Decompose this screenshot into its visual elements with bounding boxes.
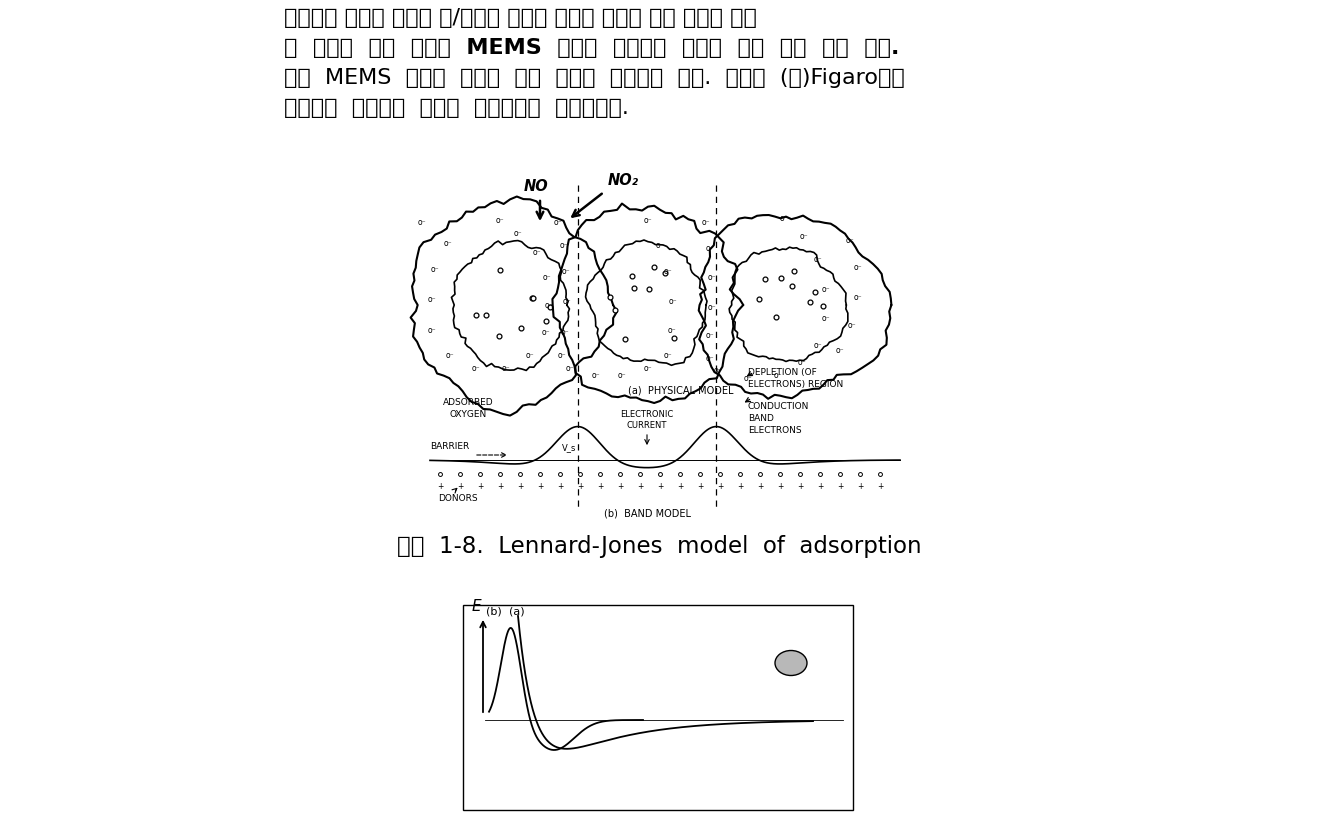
Text: o⁻: o⁻ (592, 371, 600, 380)
Text: (b): (b) (485, 607, 501, 617)
Text: +: + (777, 481, 783, 490)
Text: BARRIER: BARRIER (430, 442, 470, 451)
Text: o⁻: o⁻ (542, 274, 551, 283)
Text: o⁻: o⁻ (644, 216, 653, 224)
Text: o⁻: o⁻ (545, 301, 553, 310)
Text: +: + (696, 481, 703, 490)
Text: o⁻: o⁻ (663, 268, 673, 277)
Text: o⁻: o⁻ (714, 366, 723, 374)
Text: o⁻: o⁻ (774, 371, 782, 380)
Text: o⁻: o⁻ (533, 247, 541, 256)
Text: o⁻: o⁻ (501, 363, 510, 372)
Text: +: + (637, 481, 644, 490)
Text: +: + (617, 481, 623, 490)
Text: o⁻: o⁻ (667, 325, 677, 335)
Text: +: + (836, 481, 843, 490)
Text: +: + (557, 481, 563, 490)
Text: o⁻: o⁻ (562, 268, 570, 277)
Text: o⁻: o⁻ (845, 236, 855, 245)
Text: o⁻: o⁻ (706, 353, 715, 363)
Text: o⁻: o⁻ (836, 345, 844, 354)
Text: o⁻: o⁻ (814, 340, 822, 349)
Text: +: + (797, 481, 803, 490)
Text: o⁻: o⁻ (744, 373, 752, 382)
Text: o⁻: o⁻ (418, 218, 426, 227)
Text: o⁻: o⁻ (561, 327, 570, 336)
Text: o⁻: o⁻ (853, 293, 863, 302)
Bar (463, 605, 853, 810)
Text: DEPLETION (OF
ELECTRONS) REGION: DEPLETION (OF ELECTRONS) REGION (748, 368, 843, 389)
Text: +: + (517, 481, 524, 490)
Text: CONDUCTION
BAND
ELECTRONS: CONDUCTION BAND ELECTRONS (748, 402, 810, 434)
Text: o⁻: o⁻ (443, 238, 452, 247)
Text: o⁻: o⁻ (669, 297, 678, 307)
Text: 반도체적 센지는 외부의 온/습도에 의해서 감도의 영향을 받은 단점이 있지: 반도체적 센지는 외부의 온/습도에 의해서 감도의 영향을 받은 단점이 있지 (284, 8, 757, 28)
Text: o⁻: o⁻ (431, 265, 439, 274)
Text: +: + (456, 481, 463, 490)
Text: +: + (537, 481, 543, 490)
Text: o⁻: o⁻ (563, 297, 571, 307)
Text: o⁻: o⁻ (427, 296, 437, 305)
Text: +: + (857, 481, 863, 490)
Text: 만  단순한  구조  때문에  MEMS  기술을  적용하기  쉽다는  장점  역시  갖고  있다.: 만 단순한 구조 때문에 MEMS 기술을 적용하기 쉽다는 장점 역시 갖고 … (284, 38, 900, 58)
Text: o⁻: o⁻ (853, 264, 863, 273)
Text: o⁻: o⁻ (526, 350, 534, 359)
Text: +: + (576, 481, 583, 490)
Text: +: + (757, 481, 764, 490)
Text: o⁻: o⁻ (566, 363, 574, 372)
Text: NO: NO (524, 179, 549, 194)
Text: o⁻: o⁻ (427, 325, 437, 335)
Text: E: E (471, 599, 481, 614)
Text: o⁻: o⁻ (663, 350, 673, 359)
Text: 그림  1-8.  Lennard-Jones  model  of  adsorption: 그림 1-8. Lennard-Jones model of adsorptio… (397, 535, 921, 558)
Text: o⁻: o⁻ (542, 327, 550, 336)
Text: o⁻: o⁻ (814, 255, 822, 265)
Text: o⁻: o⁻ (446, 350, 454, 359)
Text: +: + (716, 481, 723, 490)
Text: +: + (497, 481, 503, 490)
Text: o⁻: o⁻ (798, 358, 806, 367)
Text: o⁻: o⁻ (848, 321, 856, 330)
Text: o⁻: o⁻ (708, 303, 716, 312)
Text: o⁻: o⁻ (822, 313, 831, 322)
Text: o⁻: o⁻ (702, 218, 711, 227)
Text: V_s: V_s (562, 443, 576, 452)
Text: ADSORBED
OXYGEN: ADSORBED OXYGEN (443, 398, 493, 419)
Text: o⁻: o⁻ (706, 244, 715, 252)
Text: ELECTRONIC
CURRENT: ELECTRONIC CURRENT (620, 410, 674, 430)
Text: +: + (657, 481, 663, 490)
Text: o⁻: o⁻ (644, 363, 653, 372)
Text: o⁻: o⁻ (780, 213, 789, 222)
Text: (a)  PHYSICAL MODEL: (a) PHYSICAL MODEL (628, 385, 733, 395)
Text: o⁻: o⁻ (513, 228, 522, 237)
Ellipse shape (776, 650, 807, 676)
Text: o⁻: o⁻ (559, 241, 568, 250)
Text: +: + (737, 481, 743, 490)
Text: o⁻: o⁻ (554, 218, 562, 227)
Text: +: + (816, 481, 823, 490)
Text: +: + (437, 481, 443, 490)
Text: (a): (a) (509, 607, 525, 617)
Text: +: + (677, 481, 683, 490)
Text: o⁻: o⁻ (822, 285, 831, 294)
Text: o⁻: o⁻ (496, 216, 504, 224)
Text: o⁻: o⁻ (558, 350, 566, 359)
Text: +: + (596, 481, 603, 490)
Text: 반도체식  마이크로  센서를  상용화하여  시판중이다.: 반도체식 마이크로 센서를 상용화하여 시판중이다. (284, 98, 629, 118)
Text: +: + (476, 481, 483, 490)
Text: o⁻: o⁻ (656, 241, 665, 250)
Text: o⁻: o⁻ (617, 371, 627, 380)
Text: o⁻: o⁻ (706, 330, 715, 339)
Text: o⁻: o⁻ (472, 363, 480, 372)
Text: 최근  MEMS  기술을  이용한  많은  연구가  발표되고  있다.  일본의  (주)Figaro에서: 최근 MEMS 기술을 이용한 많은 연구가 발표되고 있다. 일본의 (주)F… (284, 68, 905, 88)
Text: o⁻: o⁻ (799, 232, 809, 241)
Text: +: + (877, 481, 884, 490)
Text: DONORS: DONORS (438, 494, 477, 503)
Text: o⁻: o⁻ (708, 274, 716, 283)
Text: (b)  BAND MODEL: (b) BAND MODEL (604, 508, 691, 518)
Text: NO₂: NO₂ (608, 173, 638, 188)
